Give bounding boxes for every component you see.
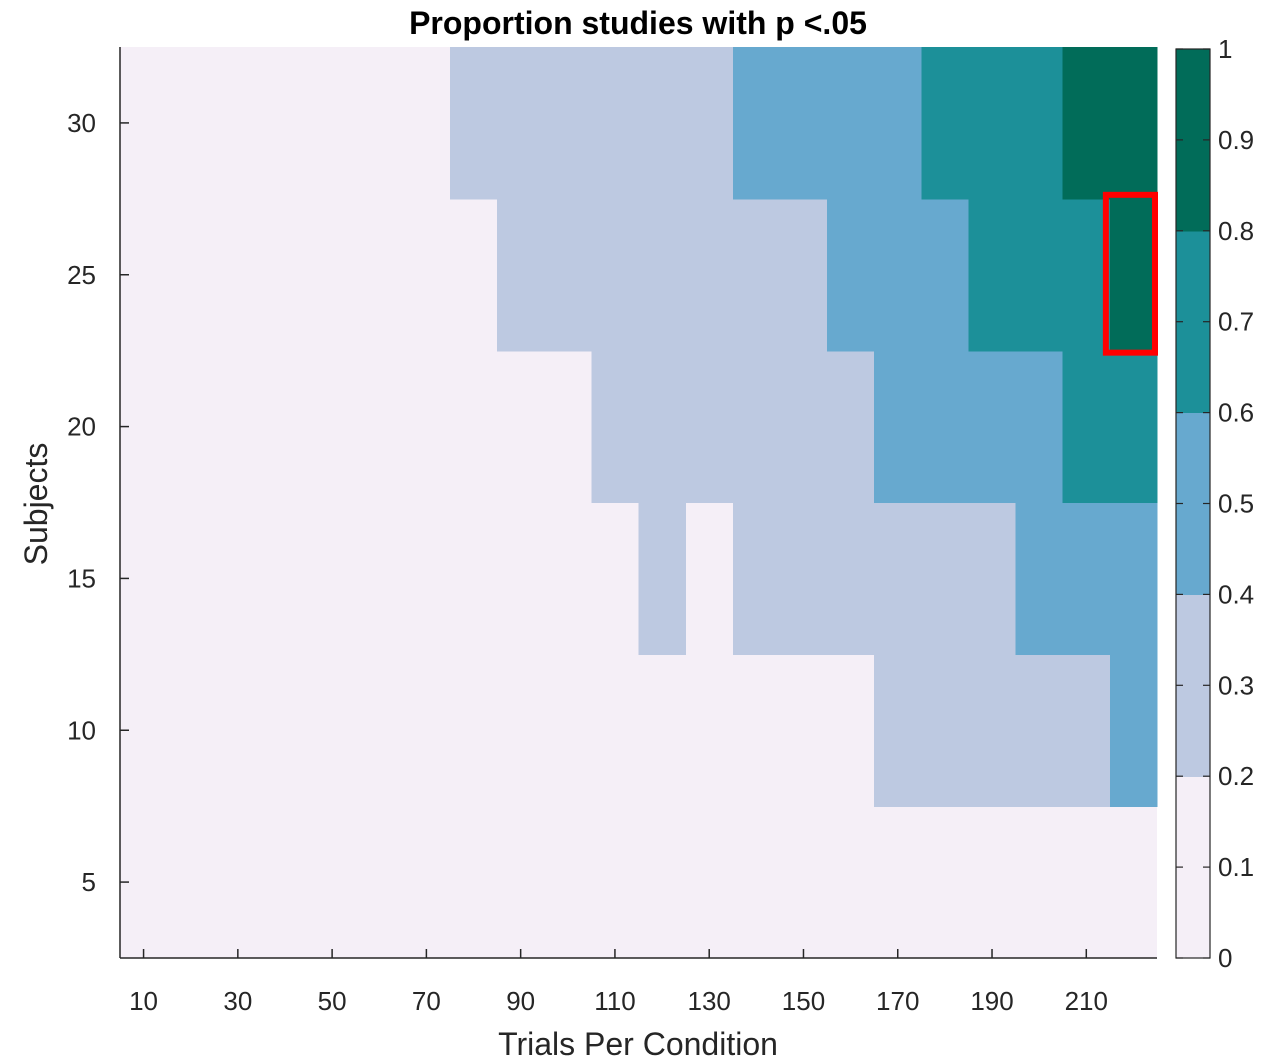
colorbar-tick-label: 0.9	[1218, 125, 1254, 155]
highlight-box	[1102, 191, 1159, 356]
colorbar-tick-label: 0.5	[1218, 489, 1254, 519]
x-tick-label: 150	[782, 986, 825, 1016]
x-tick-label: 70	[412, 986, 441, 1016]
heatmap-cell	[1015, 502, 1158, 655]
x-tick-label: 130	[688, 986, 731, 1016]
y-tick-label: 5	[82, 867, 96, 897]
x-tick-label: 170	[876, 986, 919, 1016]
y-tick-label: 10	[67, 715, 96, 745]
colorbar-tick-label: 1	[1218, 34, 1232, 64]
colorbar: 0 0.1 0.2 0.3 0.4 0.5 0.6 0.7 0.8 0.9 1	[1175, 34, 1254, 973]
chart-title: Proportion studies with p <.05	[409, 5, 867, 41]
colorbar-tick-label: 0.4	[1218, 579, 1254, 609]
colorbar-tick-label: 0.7	[1218, 307, 1254, 337]
heatmap-cell	[1062, 47, 1158, 200]
plot-area	[120, 47, 1158, 958]
heatmap-cell	[1062, 350, 1158, 504]
highlight-layer	[1102, 191, 1159, 356]
x-tick-label: 30	[223, 986, 252, 1016]
colorbar-tick-label: 0.6	[1218, 398, 1254, 428]
x-tick-label: 10	[129, 986, 158, 1016]
heatmap-cell	[1109, 654, 1158, 807]
colorbar-tick-label: 0.1	[1218, 852, 1254, 882]
colorbar-tick-label: 0	[1218, 943, 1232, 973]
x-axis-label: Trials Per Condition	[498, 1026, 778, 1061]
colorbar-tick-label: 0.8	[1218, 216, 1254, 246]
x-tick-label: 110	[594, 986, 635, 1016]
y-tick-label: 15	[67, 563, 96, 593]
colorbar-tick-label: 0.2	[1218, 761, 1254, 791]
colorbar-tick-label: 0.3	[1218, 670, 1254, 700]
y-tick-label: 30	[67, 108, 96, 138]
x-tick-label: 50	[318, 986, 347, 1016]
y-axis-label: Subjects	[18, 443, 54, 566]
x-tick-label: 210	[1065, 986, 1108, 1016]
y-tick-label: 25	[67, 260, 96, 290]
heatmap-cell	[638, 502, 687, 655]
x-tick-label: 90	[506, 986, 535, 1016]
x-tick-label: 190	[970, 986, 1013, 1016]
heatmap-cell	[1109, 198, 1158, 352]
axes: 10 30 50 70 90 110 130 150 170 190 210 5 10 15 20 25 30	[67, 47, 1157, 1016]
y-tick-label: 20	[67, 412, 96, 442]
